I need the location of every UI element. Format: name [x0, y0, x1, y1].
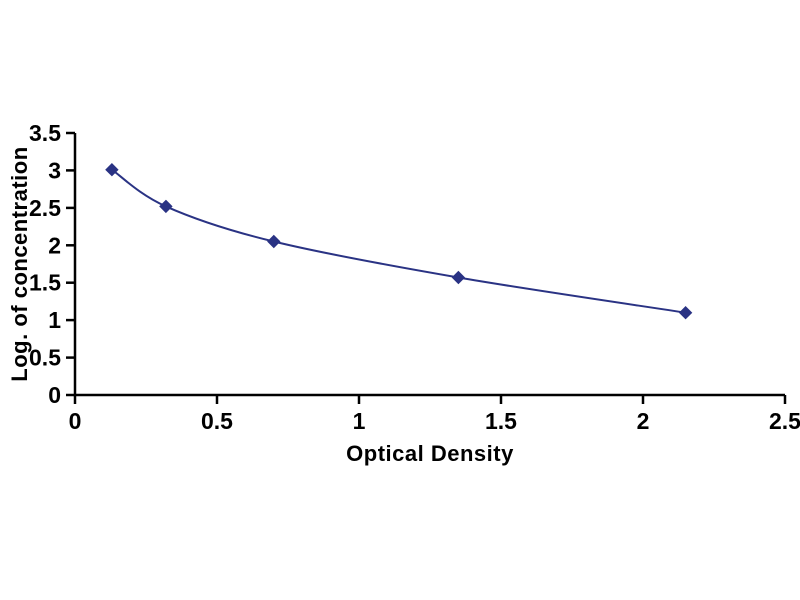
y-tick-label: 1.5	[29, 270, 61, 296]
axis-lines	[73, 133, 785, 397]
data-point-marker	[451, 270, 466, 285]
data-point-marker	[159, 199, 173, 214]
y-axis-label: Log. of concentration	[7, 146, 32, 382]
y-tick-label: 2.5	[29, 195, 61, 221]
x-tick-label: 1.5	[485, 408, 517, 434]
curve-line	[111, 168, 686, 314]
data-point-marker	[267, 234, 281, 249]
y-tick-label: 2	[48, 232, 61, 258]
x-tick-label: 2	[637, 408, 650, 434]
x-axis-label: Optical Density	[346, 441, 514, 466]
x-tick-label: 0.5	[201, 408, 233, 434]
data-point-marker	[105, 162, 119, 177]
y-tick-label: 3	[48, 157, 61, 183]
y-tick-label: 0.5	[29, 345, 61, 371]
y-tick-label: 1	[48, 307, 61, 333]
data-point-marker	[678, 305, 693, 320]
x-tick-label: 0	[69, 408, 82, 434]
y-tick-label: 0	[48, 382, 61, 408]
x-tick-label: 2.5	[769, 408, 800, 434]
y-tick-label: 3.5	[29, 120, 61, 146]
x-tick-label: 1	[353, 408, 366, 434]
